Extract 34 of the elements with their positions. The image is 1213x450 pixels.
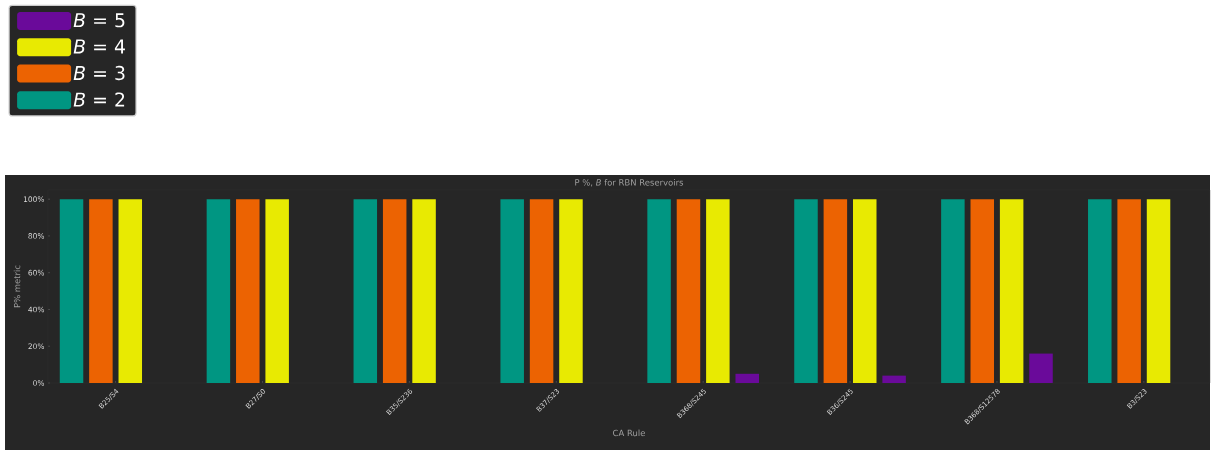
bar [852,199,877,383]
bar [676,199,701,383]
bar [59,199,84,383]
bar [559,199,583,383]
bar [206,199,231,383]
bar [941,199,965,383]
bar [89,199,113,383]
bar [970,199,995,383]
bar [382,199,407,383]
bar [706,199,730,383]
bar [1088,199,1112,383]
legend-label: B = 5 [73,13,125,28]
bar [794,199,818,383]
bar [1029,353,1053,383]
bar [353,199,378,383]
bar [529,199,554,383]
bar [1146,199,1171,383]
y-axis-title: P% metric [13,265,21,308]
bar [265,199,289,383]
legend-label: B = 4 [73,39,125,54]
chart-title: P %, B for RBN Reservoirs [575,179,684,187]
bar [735,373,759,383]
legend-label: B = 3 [73,65,125,81]
bar [118,199,143,383]
bar [1117,199,1141,383]
bar [823,199,848,383]
legend-label: B = 2 [73,92,125,107]
x-axis-title: CA Rule [613,429,645,437]
bar [412,199,436,383]
bar [647,199,671,383]
bar [882,375,906,383]
bar [236,199,260,383]
bar [500,199,524,383]
bar [999,199,1024,383]
